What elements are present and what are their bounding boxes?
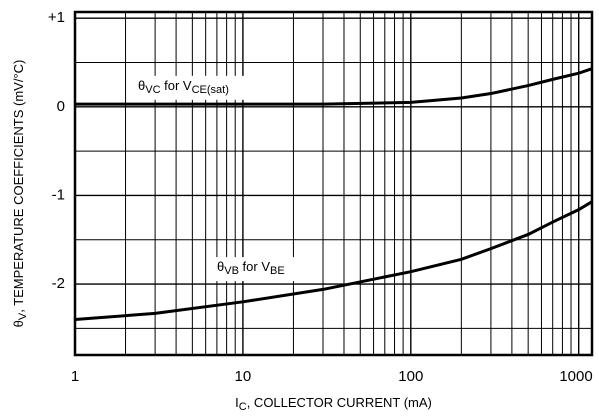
text-part: , COLLECTOR CURRENT (mA) <box>247 395 432 410</box>
subscript: BE <box>270 265 285 277</box>
subscript: V <box>17 312 29 320</box>
x-tick-label: 1000 <box>559 368 592 385</box>
x-tick-label: 10 <box>235 368 252 385</box>
subscript: VB <box>224 265 239 277</box>
text-part: , TEMPERATURE COEFFICIENTS (mV/°C) <box>11 60 26 313</box>
label-box <box>133 75 283 100</box>
subscript: VC <box>145 83 160 95</box>
text-part: I <box>235 395 239 410</box>
x-tick-label: 1 <box>71 368 79 385</box>
text-part: θ <box>138 78 145 93</box>
plot-frame <box>73 10 594 357</box>
subscript: CE(sat) <box>192 83 229 95</box>
y-tick-label: -1 <box>52 186 65 203</box>
curve <box>75 67 593 106</box>
curve <box>74 200 593 322</box>
y-tick-label: -2 <box>52 275 65 292</box>
label-box <box>212 257 322 282</box>
text-part: for V <box>161 78 192 93</box>
series-label: θVC for VCE(sat) <box>138 78 229 95</box>
y-axis-label: θV, TEMPERATURE COEFFICIENTS (mV/°C) <box>11 60 28 328</box>
text-part: θ <box>11 320 26 327</box>
x-tick-label: 100 <box>398 368 423 385</box>
y-tick-label: +1 <box>48 9 65 26</box>
series-label: θVB for VBE <box>217 260 285 277</box>
x-axis-label: IC, COLLECTOR CURRENT (mA) <box>235 395 432 412</box>
text-part: θ <box>217 260 224 275</box>
text-part: for V <box>239 260 270 275</box>
subscript: C <box>239 401 247 413</box>
y-tick-label: 0 <box>57 98 65 115</box>
